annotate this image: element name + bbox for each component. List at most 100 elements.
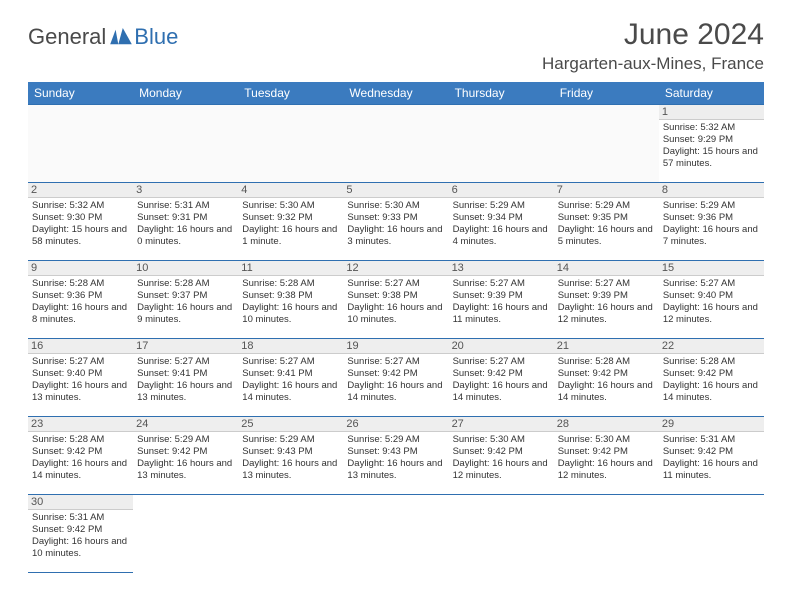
calendar-cell: 12 Sunrise: 5:27 AMSunset: 9:38 PMDayligh… (343, 261, 448, 339)
weekday-header-row: Sunday Monday Tuesday Wednesday Thursday… (28, 82, 764, 105)
day-details: Sunrise: 5:29 AMSunset: 9:34 PMDaylight:… (453, 200, 550, 248)
day-details: Sunrise: 5:27 AMSunset: 9:41 PMDaylight:… (242, 356, 339, 404)
day-number: 28 (554, 417, 659, 432)
calendar-cell: 19 Sunrise: 5:27 AMSunset: 9:42 PMDayligh… (343, 339, 448, 417)
col-tuesday: Tuesday (238, 82, 343, 105)
day-details: Sunrise: 5:29 AMSunset: 9:43 PMDaylight:… (242, 434, 339, 482)
day-number: 19 (343, 339, 448, 354)
day-number: 7 (554, 183, 659, 198)
day-details: Sunrise: 5:28 AMSunset: 9:38 PMDaylight:… (242, 278, 339, 326)
calendar-row: 2Sunrise: 5:32 AMSunset: 9:30 PMDaylight… (28, 183, 764, 261)
calendar-cell (554, 495, 659, 573)
calendar-cell (343, 105, 448, 183)
day-details: Sunrise: 5:30 AMSunset: 9:33 PMDaylight:… (347, 200, 444, 248)
col-monday: Monday (133, 82, 238, 105)
calendar-cell (133, 105, 238, 183)
calendar-body: 1 Sunrise: 5:32 AMSunset: 9:29 PMDaylight… (28, 105, 764, 573)
day-number: 15 (659, 261, 764, 276)
calendar-cell (449, 105, 554, 183)
calendar-cell: 8Sunrise: 5:29 AMSunset: 9:36 PMDaylight… (659, 183, 764, 261)
calendar-page: General Blue June 2024 Hargarten-aux-Min… (0, 0, 792, 591)
day-number: 12 (343, 261, 448, 276)
day-number: 10 (133, 261, 238, 276)
calendar-cell: 25 Sunrise: 5:29 AMSunset: 9:43 PMDayligh… (238, 417, 343, 495)
calendar-cell: 18 Sunrise: 5:27 AMSunset: 9:41 PMDayligh… (238, 339, 343, 417)
calendar-cell (554, 105, 659, 183)
calendar-row: 23Sunrise: 5:28 AMSunset: 9:42 PMDayligh… (28, 417, 764, 495)
calendar-cell: 10 Sunrise: 5:28 AMSunset: 9:37 PMDayligh… (133, 261, 238, 339)
day-details: Sunrise: 5:27 AMSunset: 9:40 PMDaylight:… (32, 356, 129, 404)
day-details: Sunrise: 5:30 AMSunset: 9:32 PMDaylight:… (242, 200, 339, 248)
day-details: Sunrise: 5:29 AMSunset: 9:35 PMDaylight:… (558, 200, 655, 248)
day-details: Sunrise: 5:28 AMSunset: 9:42 PMDaylight:… (32, 434, 129, 482)
day-details: Sunrise: 5:32 AMSunset: 9:29 PMDaylight:… (663, 122, 760, 170)
day-number: 22 (659, 339, 764, 354)
day-number: 6 (449, 183, 554, 198)
day-details: Sunrise: 5:31 AMSunset: 9:31 PMDaylight:… (137, 200, 234, 248)
day-number: 9 (28, 261, 133, 276)
day-details: Sunrise: 5:27 AMSunset: 9:39 PMDaylight:… (453, 278, 550, 326)
day-number: 8 (659, 183, 764, 198)
month-title: June 2024 (542, 18, 764, 52)
col-wednesday: Wednesday (343, 82, 448, 105)
day-number: 11 (238, 261, 343, 276)
day-details: Sunrise: 5:32 AMSunset: 9:30 PMDaylight:… (32, 200, 129, 248)
day-details: Sunrise: 5:27 AMSunset: 9:40 PMDaylight:… (663, 278, 760, 326)
day-number: 25 (238, 417, 343, 432)
day-details: Sunrise: 5:27 AMSunset: 9:38 PMDaylight:… (347, 278, 444, 326)
day-details: Sunrise: 5:27 AMSunset: 9:39 PMDaylight:… (558, 278, 655, 326)
calendar-cell: 24Sunrise: 5:29 AMSunset: 9:42 PMDayligh… (133, 417, 238, 495)
calendar-cell: 16Sunrise: 5:27 AMSunset: 9:40 PMDayligh… (28, 339, 133, 417)
day-details: Sunrise: 5:29 AMSunset: 9:43 PMDaylight:… (347, 434, 444, 482)
day-number: 20 (449, 339, 554, 354)
calendar-cell: 30Sunrise: 5:31 AMSunset: 9:42 PMDayligh… (28, 495, 133, 573)
flag-icon (110, 28, 132, 46)
day-number: 1 (659, 105, 764, 120)
day-number: 13 (449, 261, 554, 276)
calendar-cell: 29 Sunrise: 5:31 AMSunset: 9:42 PMDayligh… (659, 417, 764, 495)
calendar-row: 1 Sunrise: 5:32 AMSunset: 9:29 PMDaylight… (28, 105, 764, 183)
calendar-cell: 2Sunrise: 5:32 AMSunset: 9:30 PMDaylight… (28, 183, 133, 261)
calendar-cell: 23Sunrise: 5:28 AMSunset: 9:42 PMDayligh… (28, 417, 133, 495)
col-friday: Friday (554, 82, 659, 105)
day-number: 14 (554, 261, 659, 276)
day-number: 29 (659, 417, 764, 432)
day-details: Sunrise: 5:28 AMSunset: 9:36 PMDaylight:… (32, 278, 129, 326)
day-details: Sunrise: 5:28 AMSunset: 9:37 PMDaylight:… (137, 278, 234, 326)
day-details: Sunrise: 5:27 AMSunset: 9:42 PMDaylight:… (453, 356, 550, 404)
day-details: Sunrise: 5:27 AMSunset: 9:41 PMDaylight:… (137, 356, 234, 404)
calendar-cell: 26 Sunrise: 5:29 AMSunset: 9:43 PMDayligh… (343, 417, 448, 495)
calendar-cell: 5 Sunrise: 5:30 AMSunset: 9:33 PMDaylight… (343, 183, 448, 261)
calendar-cell: 13 Sunrise: 5:27 AMSunset: 9:39 PMDayligh… (449, 261, 554, 339)
day-number: 30 (28, 495, 133, 510)
calendar-cell: 4Sunrise: 5:30 AMSunset: 9:32 PMDaylight… (238, 183, 343, 261)
day-number: 18 (238, 339, 343, 354)
calendar-cell: 1 Sunrise: 5:32 AMSunset: 9:29 PMDaylight… (659, 105, 764, 183)
calendar-cell: 14 Sunrise: 5:27 AMSunset: 9:39 PMDayligh… (554, 261, 659, 339)
day-details: Sunrise: 5:31 AMSunset: 9:42 PMDaylight:… (663, 434, 760, 482)
header: General Blue June 2024 Hargarten-aux-Min… (28, 18, 764, 74)
col-saturday: Saturday (659, 82, 764, 105)
calendar-cell: 21 Sunrise: 5:28 AMSunset: 9:42 PMDayligh… (554, 339, 659, 417)
calendar-cell (238, 495, 343, 573)
day-number: 21 (554, 339, 659, 354)
day-number: 5 (343, 183, 448, 198)
day-number: 17 (133, 339, 238, 354)
logo-text-blue: Blue (134, 24, 178, 50)
calendar-cell: 20 Sunrise: 5:27 AMSunset: 9:42 PMDayligh… (449, 339, 554, 417)
calendar-cell (449, 495, 554, 573)
location: Hargarten-aux-Mines, France (542, 54, 764, 74)
calendar-cell: 27Sunrise: 5:30 AMSunset: 9:42 PMDayligh… (449, 417, 554, 495)
day-details: Sunrise: 5:30 AMSunset: 9:42 PMDaylight:… (558, 434, 655, 482)
day-details: Sunrise: 5:28 AMSunset: 9:42 PMDaylight:… (558, 356, 655, 404)
day-number: 27 (449, 417, 554, 432)
day-number: 26 (343, 417, 448, 432)
calendar-table: Sunday Monday Tuesday Wednesday Thursday… (28, 82, 764, 573)
day-details: Sunrise: 5:29 AMSunset: 9:42 PMDaylight:… (137, 434, 234, 482)
calendar-row: 9 Sunrise: 5:28 AMSunset: 9:36 PMDaylight… (28, 261, 764, 339)
calendar-cell (659, 495, 764, 573)
calendar-cell: 17 Sunrise: 5:27 AMSunset: 9:41 PMDayligh… (133, 339, 238, 417)
calendar-cell: 7 Sunrise: 5:29 AMSunset: 9:35 PMDaylight… (554, 183, 659, 261)
calendar-cell: 28 Sunrise: 5:30 AMSunset: 9:42 PMDayligh… (554, 417, 659, 495)
day-details: Sunrise: 5:27 AMSunset: 9:42 PMDaylight:… (347, 356, 444, 404)
